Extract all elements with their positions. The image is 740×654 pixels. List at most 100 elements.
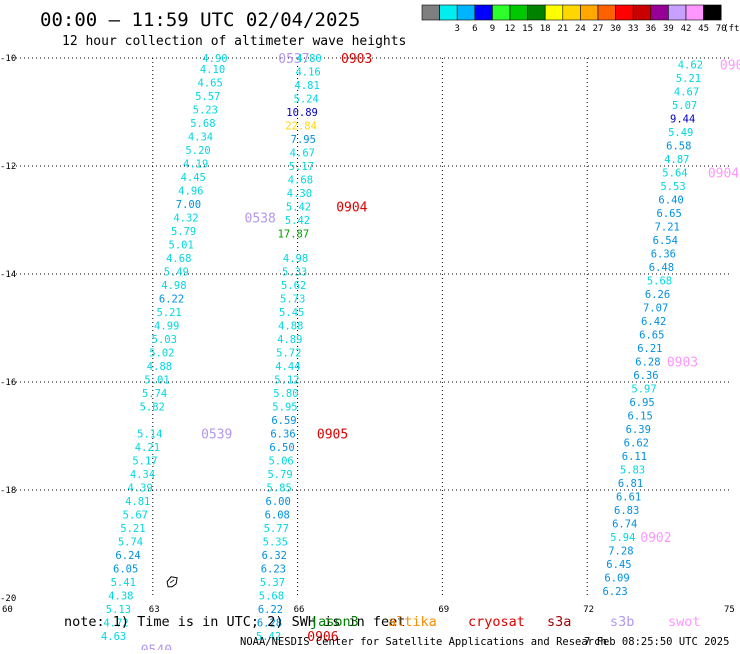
swh-value: 4.32 bbox=[173, 212, 198, 224]
swh-value: 5.45 bbox=[279, 307, 304, 319]
swh-value: 4.99 bbox=[154, 320, 179, 332]
swh-value: 4.96 bbox=[178, 185, 203, 197]
lon-tick-label: 75 bbox=[724, 605, 735, 615]
legend-unit: (ft) bbox=[723, 24, 740, 34]
swh-value: 5.35 bbox=[263, 536, 288, 548]
swh-value: 6.24 bbox=[115, 550, 140, 562]
pass-label: 0902 bbox=[640, 531, 671, 546]
legend-tick-label: 33 bbox=[628, 24, 639, 34]
legend-swatch bbox=[544, 4, 564, 21]
legend-swatch bbox=[421, 4, 440, 21]
legend-swatch bbox=[597, 4, 616, 21]
swh-value: 6.45 bbox=[606, 559, 631, 571]
swh-value: 5.64 bbox=[662, 167, 687, 179]
swh-value: 5.62 bbox=[281, 280, 306, 292]
legend-tick-label: 9 bbox=[490, 24, 495, 34]
legend-swatch bbox=[456, 4, 476, 21]
swh-value: 4.68 bbox=[166, 253, 191, 265]
swh-value: 6.28 bbox=[635, 356, 660, 368]
island-shape bbox=[166, 576, 178, 588]
swh-value: 5.49 bbox=[164, 266, 189, 278]
swh-value: 6.36 bbox=[651, 248, 676, 260]
swh-value: 6.54 bbox=[653, 235, 678, 247]
swh-value: 6.22 bbox=[159, 293, 184, 305]
island-outline bbox=[166, 576, 178, 588]
swh-value: 6.08 bbox=[265, 509, 290, 521]
legend-tick-label: 12 bbox=[505, 24, 516, 34]
swh-value: 5.14 bbox=[137, 428, 162, 440]
legend-swatch bbox=[580, 4, 599, 21]
legend-swatch bbox=[562, 4, 581, 21]
swh-value: 5.17 bbox=[289, 161, 314, 173]
track-0906: 0906 bbox=[307, 630, 338, 645]
track-0540: 0540 bbox=[141, 643, 172, 654]
legend-swatch bbox=[527, 4, 546, 21]
swh-value: 5.73 bbox=[280, 293, 305, 305]
swh-value: 5.67 bbox=[123, 509, 148, 521]
swh-value: 5.42 bbox=[285, 215, 310, 227]
swh-value: 9.44 bbox=[670, 113, 695, 125]
swh-value: 5.82 bbox=[140, 401, 165, 413]
legend-swatch bbox=[615, 4, 634, 21]
mission-label-s3a: s3a bbox=[547, 614, 571, 630]
map-grid bbox=[8, 57, 732, 598]
swh-value: 5.42 bbox=[286, 202, 311, 214]
swh-value: 6.15 bbox=[628, 410, 653, 422]
footer-credit: NOAA/NESDIS Center for Satellite Applica… bbox=[240, 636, 607, 648]
swh-value: 6.11 bbox=[622, 451, 647, 463]
swh-value: 5.06 bbox=[268, 455, 293, 467]
swh-value: 5.72 bbox=[276, 347, 301, 359]
swh-value: 5.68 bbox=[259, 590, 284, 602]
swh-value: 5.68 bbox=[647, 275, 672, 287]
swh-value: 6.61 bbox=[616, 491, 641, 503]
swh-value: 5.12 bbox=[274, 374, 299, 386]
lat-tick-label: -12 bbox=[0, 162, 16, 172]
mission-label-jason3: jason3 bbox=[310, 614, 359, 630]
swh-value: 6.36 bbox=[270, 428, 295, 440]
lon-tick-label: 66 bbox=[294, 605, 305, 615]
swh-value: 5.20 bbox=[185, 145, 210, 157]
swh-value: 5.01 bbox=[144, 374, 169, 386]
swh-value: 5.41 bbox=[111, 577, 136, 589]
pass-label: 0538 bbox=[245, 211, 276, 226]
swh-value: 4.45 bbox=[181, 172, 206, 184]
lon-tick-label: 69 bbox=[438, 605, 449, 615]
swh-value: 6.09 bbox=[604, 572, 629, 584]
mission-label-cryosat: cryosat bbox=[468, 614, 525, 630]
swh-value: 4.38 bbox=[108, 590, 133, 602]
swh-value: 4.90 bbox=[202, 53, 227, 65]
swh-value: 5.68 bbox=[190, 118, 215, 130]
swh-value: 4.16 bbox=[295, 67, 320, 79]
swh-value: 5.33 bbox=[282, 266, 307, 278]
legend-tick-label: 6 bbox=[472, 24, 477, 34]
swh-value: 4.30 bbox=[287, 188, 312, 200]
track-0538: 4.325.795.014.685.494.986.225.214.995.03… bbox=[140, 211, 276, 413]
swh-value: 6.00 bbox=[266, 496, 291, 508]
swh-value: 5.97 bbox=[631, 383, 656, 395]
swh-value: 17.87 bbox=[278, 229, 310, 241]
swh-value: 4.68 bbox=[288, 175, 313, 187]
pass-label: 0905 bbox=[317, 427, 348, 442]
swh-value: 6.48 bbox=[649, 262, 674, 274]
lon-tick-label: 60 bbox=[2, 605, 13, 615]
track-0539: 5.14 4.215.17 4.344.39 4.815.67 5.215.74 6.24… bbox=[101, 427, 232, 643]
pass-label: 0904 bbox=[708, 166, 739, 181]
legend-swatch bbox=[632, 4, 652, 21]
lon-tick-label: 72 bbox=[583, 605, 594, 615]
swh-value: 4.98 bbox=[161, 280, 186, 292]
swh-value: 4.62 bbox=[678, 59, 703, 71]
swh-value: 7.07 bbox=[643, 302, 668, 314]
lat-tick-label: -14 bbox=[0, 270, 16, 280]
swh-value: 4.63 bbox=[101, 631, 126, 643]
swh-value: 6.83 bbox=[614, 505, 639, 517]
lat-tick-label: -16 bbox=[0, 378, 16, 388]
island-detail bbox=[169, 579, 175, 584]
swh-value: 5.21 bbox=[676, 73, 701, 85]
legend-tick-label: 24 bbox=[575, 24, 586, 34]
legend-tick-label: 45 bbox=[698, 24, 709, 34]
swh-value: 5.21 bbox=[156, 307, 181, 319]
swh-value: 4.81 bbox=[295, 80, 320, 92]
swh-value: 4.39 bbox=[128, 482, 153, 494]
